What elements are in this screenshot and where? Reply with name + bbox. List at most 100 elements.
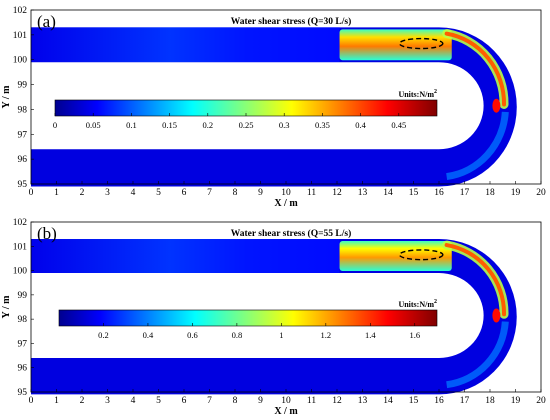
y-axis-label: Y / m — [1, 85, 12, 109]
x-tick-label: 4 — [131, 396, 136, 406]
colorbar-tick-label: 1.6 — [409, 330, 420, 340]
colorbar-tick-label: 0.35 — [315, 120, 330, 130]
shear-stress-field — [31, 222, 541, 395]
y-tick-label: 101 — [13, 31, 28, 41]
colorbar: 0 0.05 0.1 0.15 0.2 0.25 0.3 0.35 0.4 0.45 Units:… — [53, 89, 438, 130]
x-tick-label: 5 — [156, 188, 161, 198]
x-tick-label: 17 — [460, 396, 470, 406]
bend-exit-band — [446, 111, 509, 181]
x-tick-label: 20 — [536, 396, 546, 406]
x-tick-label: 10 — [281, 188, 291, 198]
x-tick-label: 8 — [233, 396, 238, 406]
x-tick-label: 6 — [182, 396, 187, 406]
colorbar-tick-label: 0.25 — [239, 120, 254, 130]
colorbar-tick-label: 0.4 — [143, 330, 154, 340]
colorbar-tick-label: 0 — [53, 120, 57, 130]
x-tick-label: 13 — [358, 188, 368, 198]
y-axis-ticks: 95 96 97 98 99 100 101 102 — [13, 6, 34, 190]
colorbar-tick-label: 1.2 — [321, 330, 332, 340]
colorbar-units-superscript: 2 — [434, 299, 437, 305]
high-stress-zone — [339, 29, 452, 61]
x-axis-ticks: 0 1 2 3 4 5 6 7 8 9 10 11 12 13 14 15 16 17 18 19 20 — [29, 181, 546, 198]
y-axis-ticks: 95 96 97 98 99 100 101 102 — [13, 218, 34, 398]
colorbar-tick-label: 0.2 — [202, 120, 213, 130]
colorbar-tick-label: 0.4 — [355, 120, 366, 130]
x-tick-label: 17 — [460, 188, 470, 198]
y-tick-label: 95 — [18, 180, 28, 190]
x-tick-label: 15 — [409, 188, 419, 198]
x-tick-label: 14 — [383, 396, 393, 406]
y-tick-label: 96 — [18, 155, 28, 165]
y-axis-label: Y / m — [1, 295, 12, 319]
x-tick-label: 11 — [307, 396, 316, 406]
x-tick-label: 2 — [80, 188, 85, 198]
colorbar-tick-label: 0.6 — [187, 330, 198, 340]
colorbar-units: Units:N/m2 — [398, 89, 437, 99]
x-tick-label: 2 — [80, 396, 85, 406]
x-tick-label: 18 — [485, 188, 495, 198]
x-tick-label: 16 — [434, 188, 444, 198]
x-tick-label: 19 — [511, 188, 521, 198]
shear-stress-field — [31, 10, 541, 187]
colorbar-tick-label: 0.15 — [162, 120, 177, 130]
x-tick-label: 10 — [281, 396, 291, 406]
colorbar: 0.2 0.4 0.6 0.8 1 1.2 1.4 1.6 Units:N/m2 — [58, 299, 438, 340]
bend-stress-core — [444, 31, 507, 107]
colorbar-units-superscript: 2 — [434, 89, 437, 95]
x-tick-label: 19 — [511, 396, 521, 406]
y-tick-label: 97 — [18, 339, 28, 349]
panel-label: (b) — [37, 224, 57, 243]
x-tick-label: 3 — [105, 396, 110, 406]
panel-label: (a) — [37, 12, 56, 31]
bend-stress-core — [444, 243, 507, 317]
chart-title: Water shear stress (Q=30 L/s) — [231, 16, 351, 27]
highlight-ellipse — [398, 249, 444, 261]
x-tick-label: 8 — [233, 188, 238, 198]
colorbar-tick-label: 0.1 — [126, 120, 137, 130]
colorbar-tick-label: 0.8 — [232, 330, 243, 340]
colorbar-ticks: 0.2 0.4 0.6 0.8 1 1.2 1.4 1.6 — [98, 323, 420, 340]
y-tick-label: 95 — [18, 388, 28, 398]
colorbar-ticks: 0 0.05 0.1 0.15 0.2 0.25 0.3 0.35 0.4 0.45 — [53, 113, 406, 130]
colorbar-tick-label: 0.45 — [391, 120, 406, 130]
colorbar-units-text: Units:N/m — [398, 300, 434, 309]
x-tick-label: 13 — [358, 396, 368, 406]
x-tick-label: 7 — [207, 188, 212, 198]
x-tick-label: 14 — [383, 188, 393, 198]
x-tick-label: 9 — [258, 396, 263, 406]
x-axis-ticks: 0 1 2 3 4 5 6 7 8 9 10 11 12 13 14 15 16 17 18 19 20 — [29, 389, 546, 406]
y-tick-label: 96 — [18, 364, 28, 374]
y-tick-label: 101 — [13, 242, 28, 252]
colorbar-tick-label: 0.3 — [279, 120, 290, 130]
x-tick-label: 12 — [332, 396, 342, 406]
x-tick-label: 1 — [54, 396, 59, 406]
x-axis-label: X / m — [274, 406, 298, 417]
upper-channel-low-stress — [31, 239, 340, 273]
colorbar-gradient — [58, 309, 438, 327]
y-tick-label: 99 — [18, 291, 28, 301]
highlight-ellipse — [398, 37, 444, 50]
y-tick-label: 100 — [13, 267, 28, 277]
x-axis-label: X / m — [274, 198, 298, 209]
y-tick-label: 98 — [18, 315, 28, 325]
chart-title: Water shear stress (Q=55 L/s) — [231, 228, 351, 239]
x-tick-label: 16 — [434, 396, 444, 406]
x-tick-label: 4 — [131, 188, 136, 198]
x-tick-label: 12 — [332, 188, 342, 198]
y-tick-label: 99 — [18, 81, 28, 91]
x-tick-label: 0 — [29, 188, 34, 198]
x-tick-label: 6 — [182, 188, 187, 198]
bend-exit-band — [446, 321, 509, 389]
colorbar-units: Units:N/m2 — [398, 299, 437, 309]
y-tick-label: 102 — [13, 218, 28, 228]
x-tick-label: 5 — [156, 396, 161, 406]
bend-peak — [492, 308, 501, 323]
y-tick-label: 102 — [13, 6, 28, 16]
x-tick-label: 1 — [54, 188, 59, 198]
x-tick-label: 0 — [29, 396, 34, 406]
high-stress-zone — [339, 241, 452, 271]
x-tick-label: 3 — [105, 188, 110, 198]
